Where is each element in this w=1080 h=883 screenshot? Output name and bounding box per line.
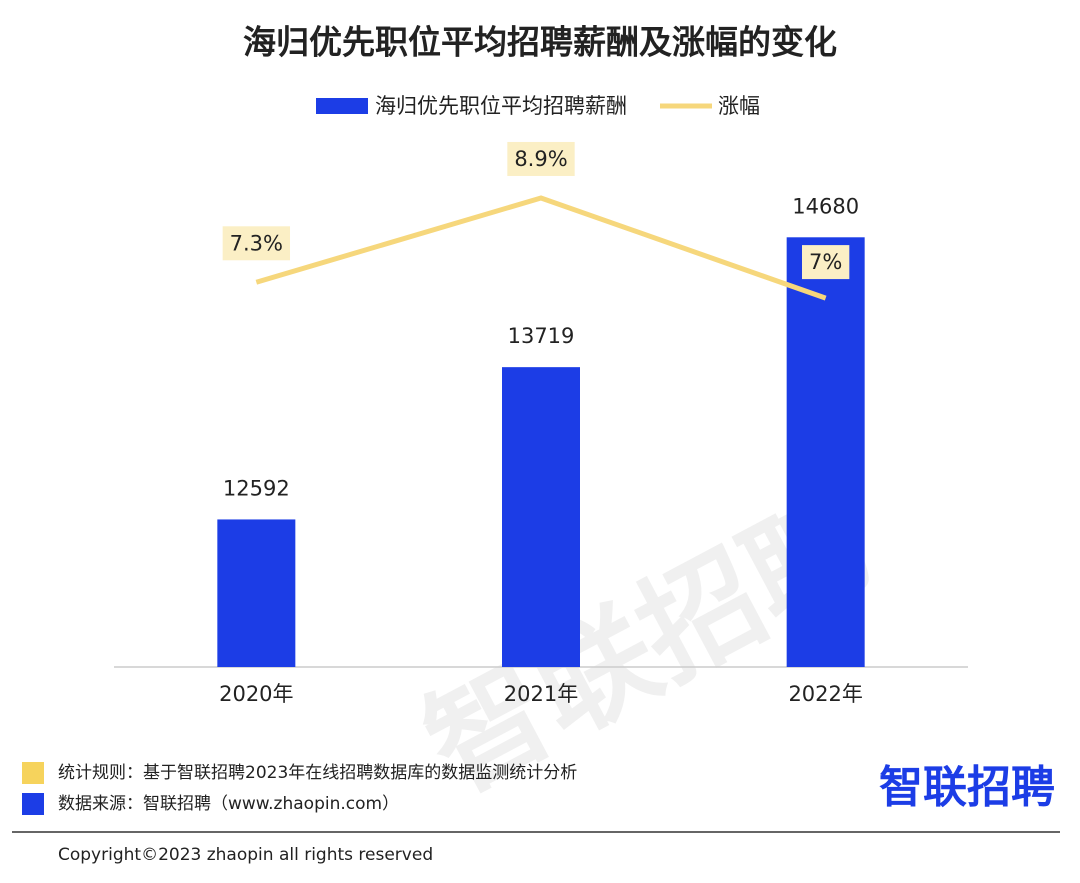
x-tick-label: 2022年 [788, 682, 862, 706]
label-box [507, 141, 575, 176]
label-box [802, 245, 850, 280]
logo: 智联招聘 [879, 762, 1055, 813]
bar [502, 367, 580, 667]
legend-label: 涨幅 [718, 94, 760, 118]
note-icon [22, 762, 44, 784]
x-tick-label: 2021年 [504, 682, 578, 706]
line-value-label: 8.9% [514, 147, 567, 171]
line [255, 195, 827, 301]
chart-title: 海归优先职位平均招聘薪酬及涨幅的变化 [243, 23, 837, 62]
footer-source: 数据来源：智联招聘（www.zhaopin.com） [58, 794, 399, 814]
bar-value-label: 13719 [508, 324, 575, 348]
bar [786, 237, 865, 668]
note-icon [22, 793, 44, 815]
x-tick-label: 2020年 [219, 682, 293, 706]
line-value-label: 7.3% [230, 231, 283, 255]
bar-value-label: 14680 [792, 194, 859, 218]
bar-value-label: 12592 [223, 476, 290, 500]
bar [217, 519, 296, 667]
line-value-label: 7% [809, 250, 842, 274]
footer-rule: 统计规则：基于智联招聘2023年在线招聘数据库的数据监测统计分析 [58, 763, 577, 783]
legend-label: 海归优先职位平均招聘薪酬 [375, 94, 627, 118]
copyright: Copyright©2023 zhaopin all rights reserv… [58, 845, 433, 865]
label-box [222, 226, 291, 261]
legend-swatch [316, 98, 368, 114]
